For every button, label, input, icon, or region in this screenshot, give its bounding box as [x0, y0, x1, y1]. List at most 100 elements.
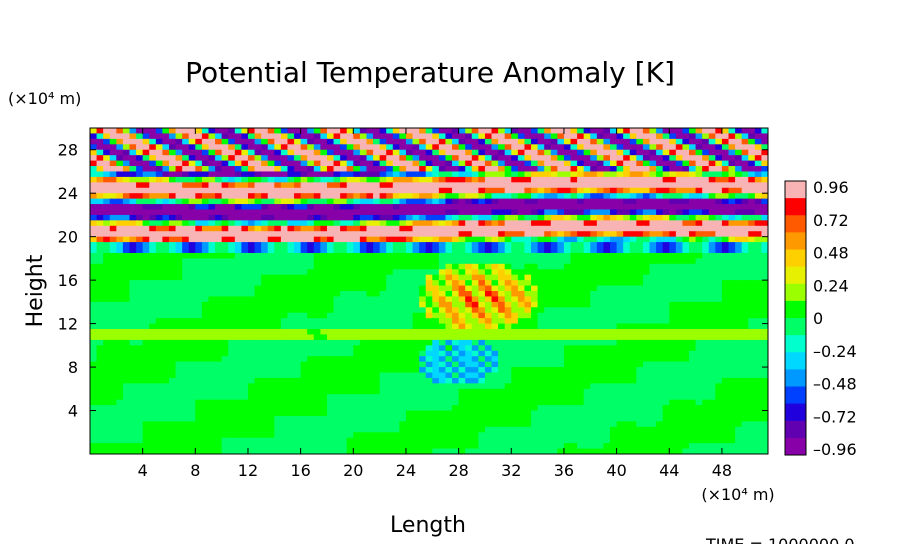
heatmap-cell	[392, 198, 400, 205]
heatmap-cell	[247, 225, 256, 232]
heatmap-cell	[188, 236, 196, 243]
heatmap-cell	[491, 329, 499, 336]
heatmap-cell	[116, 367, 124, 374]
heatmap-cell	[498, 242, 506, 249]
heatmap-cell	[294, 209, 302, 216]
heatmap-cell	[109, 356, 117, 363]
heatmap-cell	[201, 323, 210, 330]
heatmap-cell	[96, 345, 104, 352]
heatmap-cell	[491, 214, 499, 221]
heatmap-cell	[748, 144, 756, 151]
heatmap-cell	[616, 350, 624, 357]
heatmap-cell	[386, 301, 394, 308]
heatmap-cell	[267, 193, 275, 200]
heatmap-cell	[438, 166, 447, 173]
heatmap-cell	[234, 214, 242, 221]
heatmap-cell	[320, 133, 328, 140]
heatmap-cell	[274, 345, 282, 352]
heatmap-cell	[215, 160, 223, 167]
heatmap-cell	[517, 323, 526, 330]
heatmap-cell	[563, 329, 572, 336]
heatmap-cell	[373, 220, 381, 227]
heatmap-cell	[656, 361, 664, 368]
heatmap-cell	[748, 166, 756, 173]
heatmap-cell	[662, 356, 670, 363]
heatmap-cell	[458, 209, 466, 216]
heatmap-cell	[656, 209, 664, 216]
heatmap-cell	[405, 193, 414, 200]
heatmap-cell	[544, 176, 552, 183]
heatmap-cell	[228, 367, 236, 374]
heatmap-cell	[669, 160, 677, 167]
heatmap-cell	[557, 377, 565, 384]
heatmap-cell	[656, 171, 664, 178]
heatmap-cell	[155, 372, 164, 379]
heatmap-cell	[280, 301, 289, 308]
heatmap-cell	[405, 307, 414, 314]
heatmap-cell	[452, 312, 460, 319]
heatmap-cell	[136, 334, 144, 341]
heatmap-cell	[748, 269, 756, 276]
heatmap-cell	[425, 329, 433, 336]
heatmap-cell	[438, 133, 447, 140]
heatmap-cell	[142, 214, 150, 221]
heatmap-cell	[294, 263, 302, 270]
heatmap-cell	[741, 242, 749, 249]
heatmap-cell	[90, 128, 98, 135]
heatmap-cell	[517, 296, 526, 303]
heatmap-cell	[689, 383, 697, 390]
heatmap-cell	[386, 350, 394, 357]
heatmap-cell	[498, 198, 506, 205]
heatmap-cell	[583, 198, 591, 205]
heatmap-cell	[287, 372, 295, 379]
heatmap-cell	[221, 155, 229, 162]
heatmap-cell	[708, 356, 716, 363]
heatmap-cell	[616, 307, 624, 314]
heatmap-cell	[649, 377, 657, 384]
heatmap-cell	[109, 128, 117, 135]
heatmap-cell	[616, 377, 624, 384]
heatmap-cell	[274, 204, 282, 211]
heatmap-cell	[392, 356, 400, 363]
heatmap-cell	[267, 280, 275, 287]
heatmap-cell	[129, 128, 137, 135]
heatmap-cell	[103, 269, 111, 276]
heatmap-cell	[623, 144, 631, 151]
heatmap-cell	[274, 312, 282, 319]
heatmap-cell	[175, 242, 183, 249]
heatmap-cell	[616, 242, 624, 249]
heatmap-cell	[623, 138, 631, 145]
heatmap-cell	[458, 367, 466, 374]
heatmap-cell	[458, 383, 466, 390]
heatmap-cell	[629, 209, 637, 216]
heatmap-cell	[557, 138, 565, 145]
heatmap-cell	[254, 263, 262, 270]
heatmap-cell	[103, 214, 111, 221]
heatmap-cell	[149, 361, 157, 368]
heatmap-cell	[432, 323, 440, 330]
heatmap-cell	[577, 220, 585, 227]
heatmap-cell	[373, 225, 381, 232]
heatmap-cell	[326, 176, 335, 183]
heatmap-cell	[96, 269, 104, 276]
heatmap-cell	[280, 280, 289, 287]
heatmap-cell	[320, 231, 328, 238]
heatmap-cell	[313, 383, 321, 390]
heatmap-cell	[445, 138, 453, 145]
heatmap-cell	[149, 252, 157, 259]
heatmap-cell	[221, 225, 229, 232]
heatmap-cell	[294, 318, 302, 325]
heatmap-cell	[90, 133, 98, 140]
heatmap-cell	[642, 334, 651, 341]
heatmap-cell	[149, 209, 157, 216]
heatmap-cell	[603, 361, 611, 368]
heatmap-cell	[307, 242, 315, 249]
heatmap-cell	[471, 291, 479, 298]
heatmap-cell	[294, 258, 302, 265]
heatmap-cell	[715, 377, 723, 384]
heatmap-cell	[175, 318, 183, 325]
heatmap-cell	[517, 280, 526, 287]
heatmap-cell	[215, 296, 223, 303]
heatmap-cell	[616, 318, 624, 325]
heatmap-cell	[90, 138, 98, 145]
